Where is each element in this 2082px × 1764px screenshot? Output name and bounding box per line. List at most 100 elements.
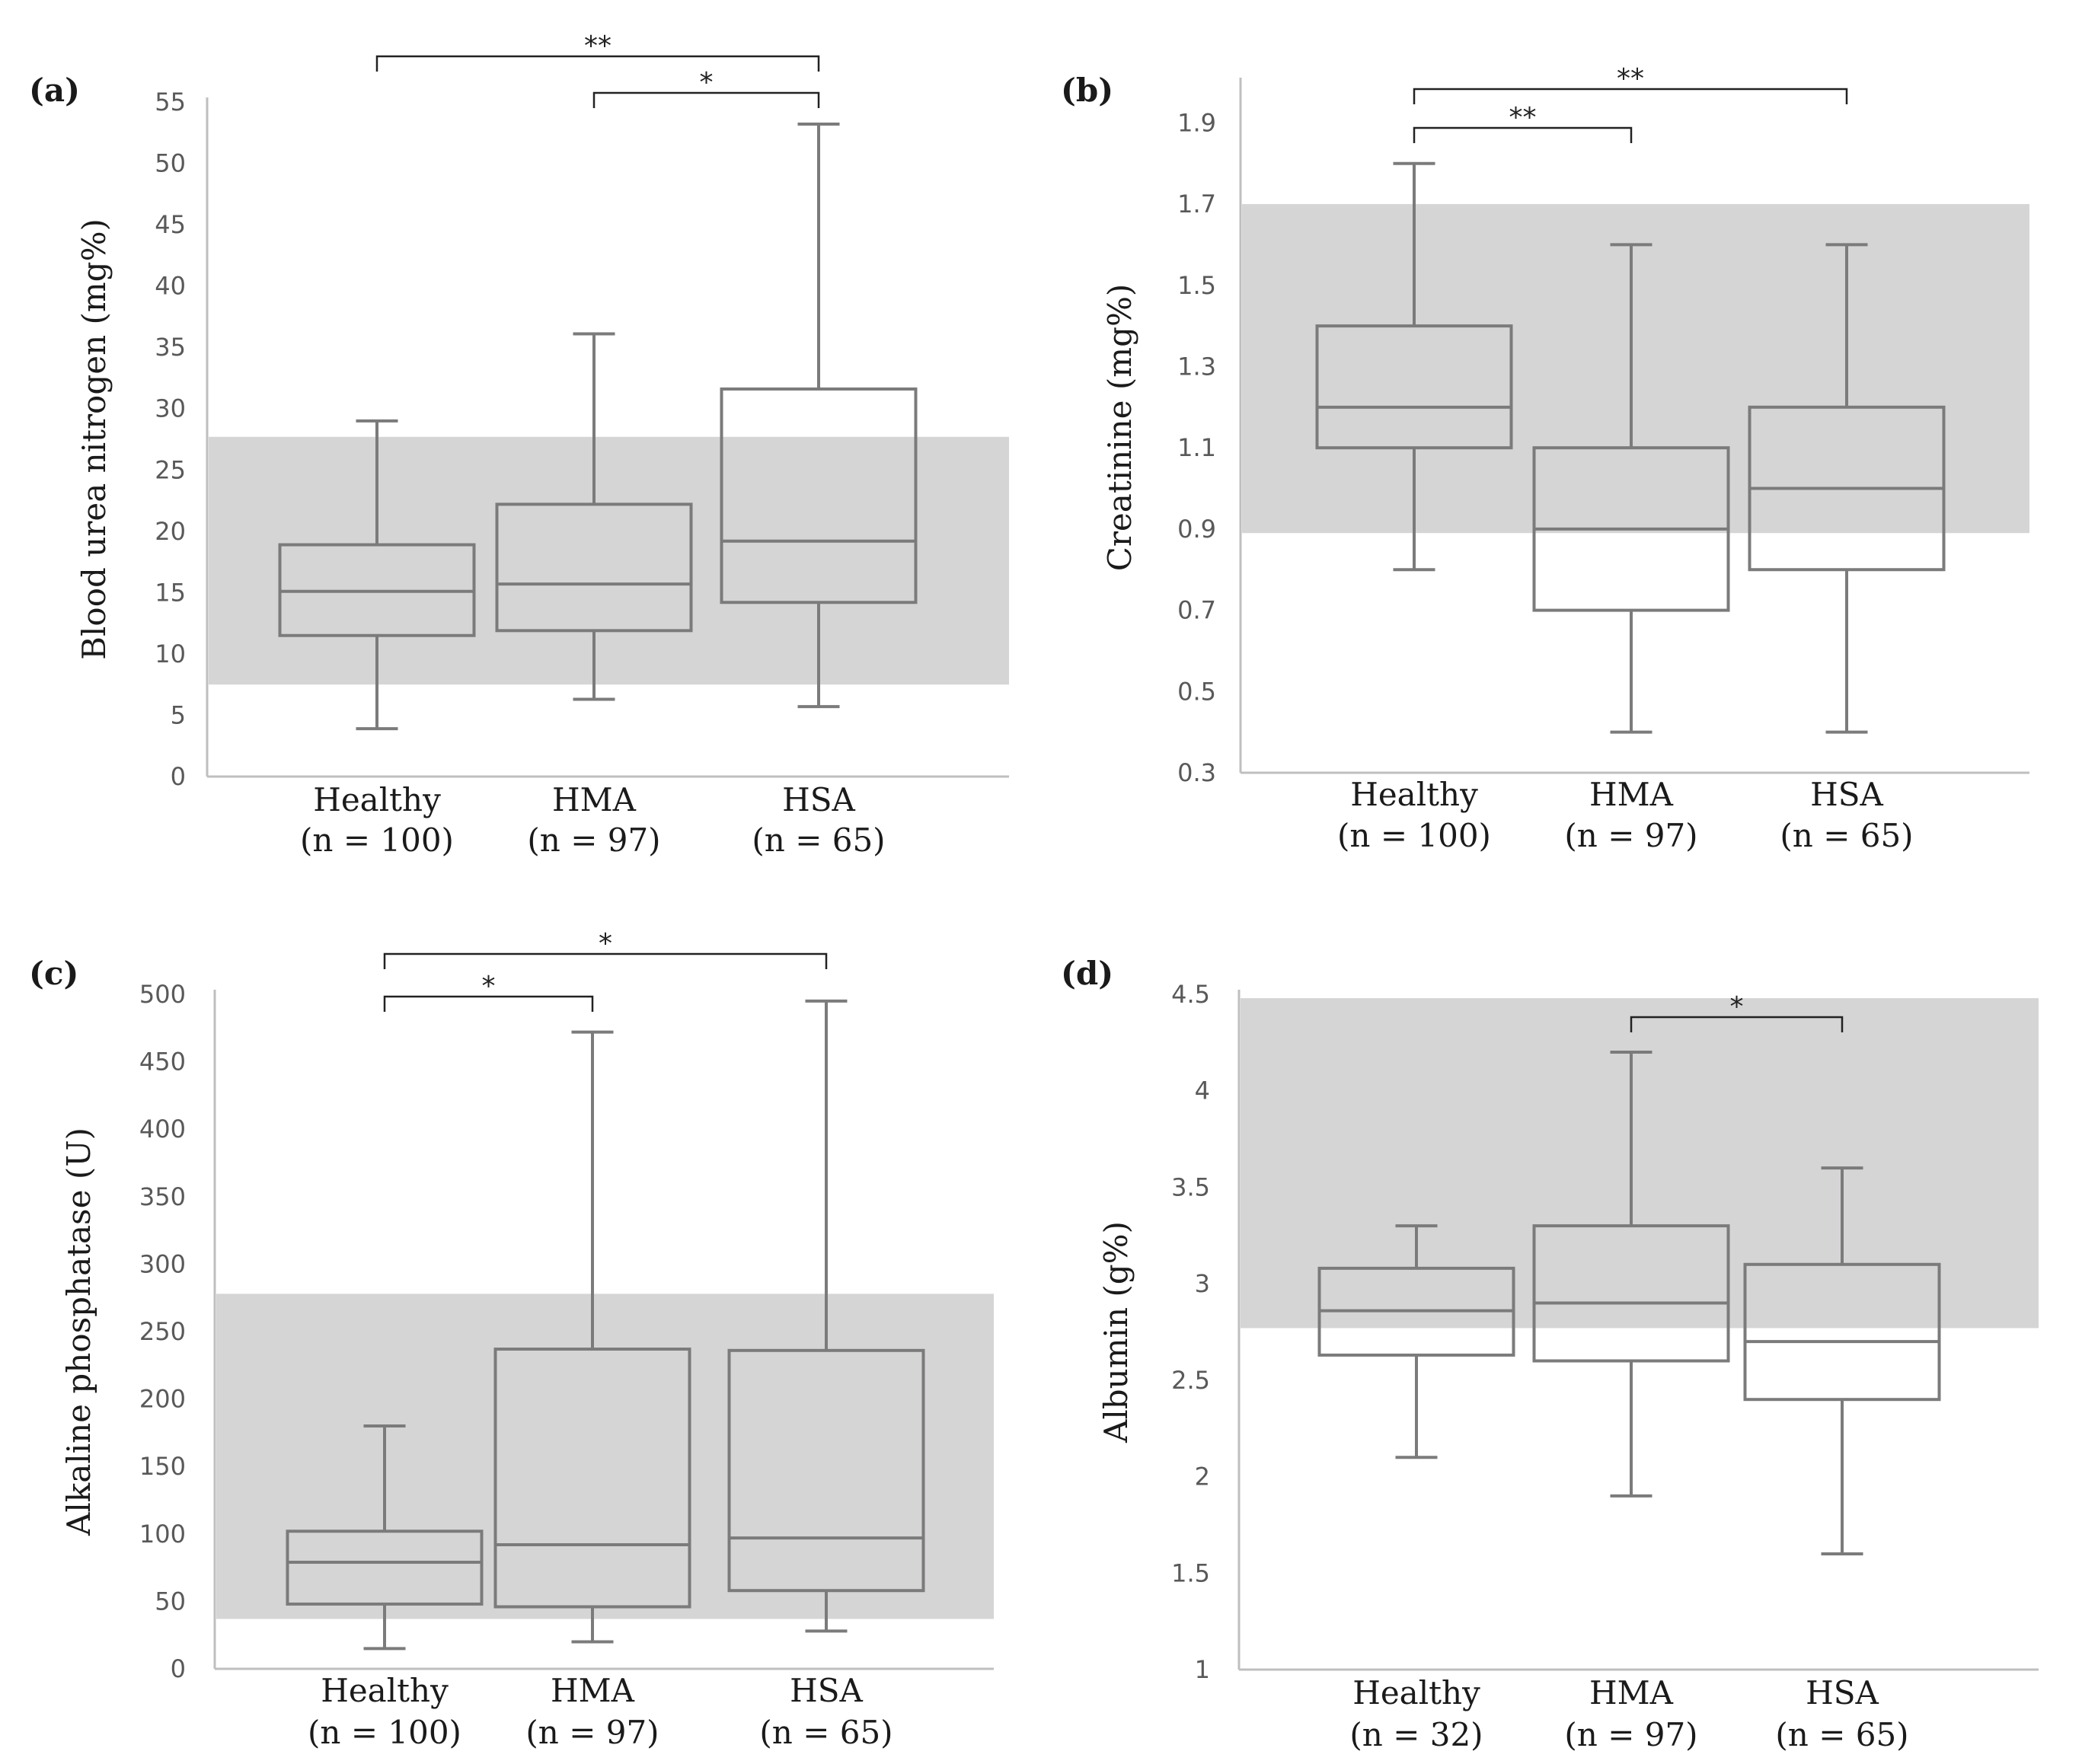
- y-tick-label: 400: [139, 1115, 186, 1144]
- significance-bracket: *: [592, 67, 820, 108]
- x-category-label: HMA: [552, 781, 637, 818]
- x-category-n-label: (n = 97): [527, 821, 660, 859]
- y-tick-label: 0: [171, 1654, 186, 1683]
- significance-label: *: [599, 928, 612, 959]
- x-category-label: HSA: [790, 1672, 863, 1709]
- interquartile-box: [1315, 324, 1513, 450]
- y-tick-label: 200: [139, 1385, 186, 1414]
- bracket-line: [383, 995, 594, 1012]
- x-category-n-label: (n = 65): [752, 821, 885, 859]
- x-category-n-label: (n = 100): [308, 1714, 461, 1751]
- y-tick-label: 20: [155, 517, 186, 546]
- box-plot-healthy: [1317, 1224, 1515, 1459]
- bracket-line: [383, 952, 828, 969]
- y-tick-label: 300: [139, 1249, 186, 1278]
- box-plot-hsa: [1743, 1166, 1941, 1555]
- x-category-label: Healthy: [1352, 1674, 1480, 1711]
- y-tick-label: 250: [139, 1317, 186, 1346]
- significance-bracket: *: [383, 971, 594, 1012]
- y-tick-label: 100: [139, 1520, 186, 1549]
- significance-label: *: [700, 67, 714, 98]
- chart-panel-b: 0.3 0.5 0.7 0.9 1.1 1.3 1.5 1.7 1.9 Creatinine (m…: [1061, 63, 2029, 854]
- y-tick-label: 35: [155, 333, 186, 362]
- y-tick-label: 5: [171, 700, 186, 729]
- box-plot-hsa: [1748, 243, 1946, 734]
- box-plot-healthy: [286, 1424, 484, 1651]
- x-category-n-label: (n = 97): [1564, 1716, 1697, 1753]
- y-tick-label: 1.5: [1177, 271, 1216, 300]
- significance-bracket: **: [375, 30, 820, 72]
- interquartile-box: [720, 387, 918, 604]
- y-tick-label: 15: [155, 578, 186, 607]
- y-tick-label: 10: [155, 640, 186, 668]
- x-category-n-label: (n = 97): [1564, 817, 1697, 854]
- box-plot-healthy: [1315, 161, 1513, 572]
- y-tick-label: 3.5: [1171, 1172, 1210, 1201]
- y-axis-title: Creatinine (mg%): [1101, 284, 1138, 572]
- y-tick-label: 1.3: [1177, 352, 1216, 381]
- y-tick-label: 0.5: [1177, 677, 1216, 706]
- x-category-n-label: (n = 97): [525, 1714, 659, 1751]
- y-tick-label: 4: [1195, 1077, 1210, 1105]
- significance-bracket: **: [1413, 63, 1848, 104]
- chart-panel-c: 0 50 100 150 200 250 300 350 400 450 500 Alkaline p…: [29, 928, 994, 1751]
- x-category-label: HMA: [1589, 1674, 1674, 1711]
- box-plot-hsa: [720, 122, 918, 709]
- y-tick-label: 50: [155, 1587, 186, 1616]
- x-category-label: HMA: [1589, 776, 1674, 813]
- y-tick-label: 1.7: [1177, 190, 1216, 219]
- panel-label: (c): [29, 955, 78, 992]
- y-tick-label: 0.9: [1177, 515, 1216, 544]
- box-plot-hma: [1532, 243, 1730, 734]
- bracket-line: [592, 91, 820, 108]
- box-plot-hma: [1532, 1051, 1730, 1498]
- significance-label: **: [1509, 102, 1537, 133]
- y-tick-label: 25: [155, 455, 186, 484]
- x-category-label: HSA: [1806, 1674, 1879, 1711]
- y-axis-title: Albumin (g%): [1097, 1221, 1135, 1443]
- y-tick-label: 30: [155, 394, 186, 423]
- y-tick-label: 55: [155, 88, 186, 116]
- panel-label: (d): [1061, 955, 1113, 992]
- y-tick-label: 450: [139, 1048, 186, 1077]
- y-tick-label: 0.3: [1177, 758, 1216, 787]
- panel-label: (a): [29, 72, 80, 109]
- chart-panel-a: 0 5 10 15 20 25 30 35 40 45 50 55 Blood urea nitroge…: [29, 30, 1009, 859]
- y-tick-label: 2: [1195, 1463, 1210, 1491]
- x-category-n-label: (n = 100): [300, 821, 454, 859]
- y-tick-label: 1.1: [1177, 433, 1216, 462]
- significance-label: *: [1730, 991, 1744, 1022]
- y-tick-label: 0.7: [1177, 596, 1216, 625]
- y-tick-label: 40: [155, 272, 186, 301]
- chart-panel-d: 1 1.5 2 2.5 3 3.5 4 4.5 Albumin (g%) (d) Healthy (n…: [1061, 955, 2039, 1753]
- box-plot-hsa: [727, 999, 925, 1633]
- x-category-n-label: (n = 65): [1775, 1716, 1908, 1753]
- significance-bracket: *: [1630, 991, 1844, 1032]
- y-tick-label: 50: [155, 149, 186, 178]
- y-tick-label: 500: [139, 980, 186, 1009]
- y-tick-label: 45: [155, 210, 186, 239]
- y-tick-label: 4.5: [1171, 980, 1210, 1009]
- x-category-label: HSA: [1810, 776, 1883, 813]
- x-category-label: Healthy: [313, 781, 441, 818]
- reference-range-band: [216, 1293, 994, 1619]
- y-tick-label: 350: [139, 1182, 186, 1211]
- x-category-label: Healthy: [321, 1672, 449, 1709]
- y-tick-label: 1: [1195, 1655, 1210, 1684]
- y-axis-title: Blood urea nitrogen (mg%): [75, 219, 113, 660]
- interquartile-box: [493, 1348, 691, 1609]
- reference-range-band: [209, 436, 1009, 685]
- significance-label: **: [1617, 63, 1644, 94]
- reference-range-band: [1242, 204, 2029, 534]
- significance-label: **: [584, 30, 612, 62]
- y-tick-label: 0: [171, 762, 186, 791]
- x-category-label: HMA: [551, 1672, 635, 1709]
- significance-bracket: **: [1413, 102, 1633, 143]
- x-category-label: Healthy: [1350, 776, 1478, 813]
- y-tick-label: 2.5: [1171, 1366, 1210, 1395]
- x-category-label: HSA: [782, 781, 855, 818]
- y-tick-label: 1.5: [1171, 1558, 1210, 1587]
- x-category-n-label: (n = 65): [1780, 817, 1913, 854]
- x-category-n-label: (n = 65): [759, 1714, 893, 1751]
- bracket-line: [375, 55, 820, 72]
